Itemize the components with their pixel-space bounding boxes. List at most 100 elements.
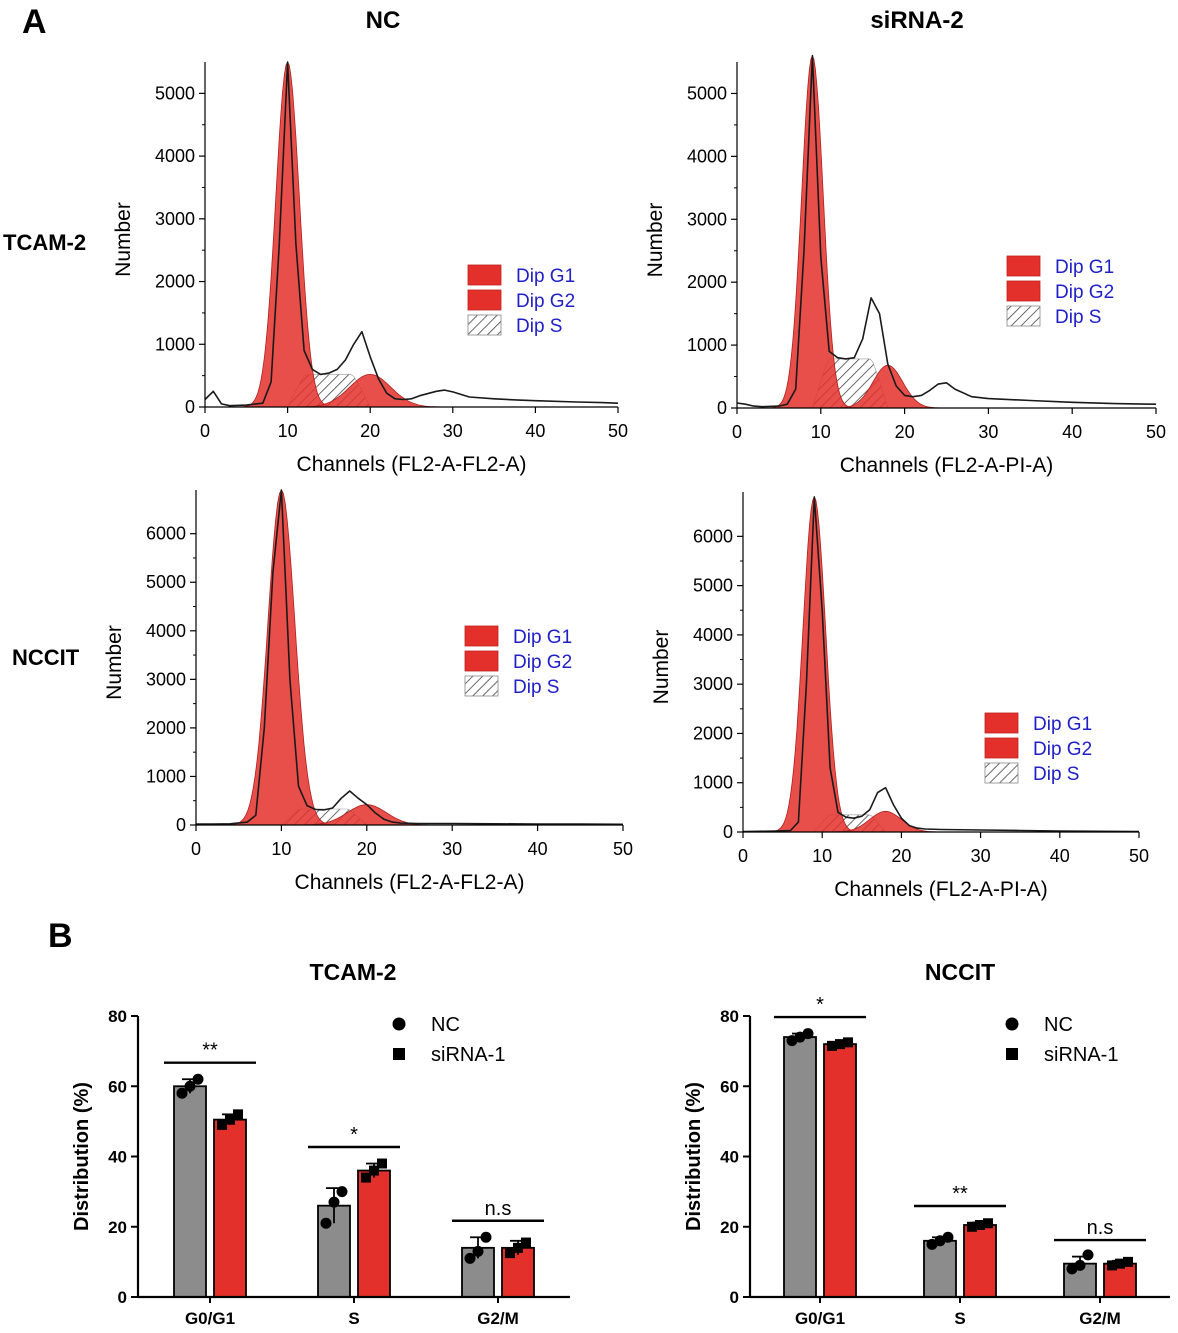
y-tick-label: 2000: [687, 272, 727, 292]
legend-swatch-g2: [467, 289, 502, 311]
category-label: S: [348, 1309, 359, 1328]
legend-swatch-g2: [1006, 280, 1041, 302]
y-tick-label: 3000: [155, 209, 195, 229]
legend-swatch-g2: [464, 650, 499, 672]
legend-label: Dip S: [513, 677, 559, 698]
x-tick-label: 10: [271, 839, 291, 859]
histogram-curve: [196, 489, 624, 826]
y-tick-label: 0: [730, 1288, 739, 1307]
legend-label: Dip S: [1055, 307, 1101, 328]
x-tick-label: 10: [812, 846, 832, 866]
legend-swatch-g1: [984, 712, 1019, 734]
significance-label: **: [202, 1040, 218, 1062]
row-label-tcam2: TCAM-2: [3, 230, 86, 255]
data-point-nc: [480, 1231, 492, 1243]
y-tick-label: 4000: [693, 625, 733, 645]
y-tick-label: 40: [720, 1148, 739, 1167]
y-tick-label: 60: [720, 1077, 739, 1096]
legend-label-sirna1: siRNA-1: [431, 1044, 505, 1066]
legend-swatch-s: [467, 314, 502, 336]
y-tick-label: 0: [717, 398, 727, 418]
data-point-sirna1: [377, 1158, 387, 1169]
legend-label: Dip G2: [1033, 739, 1092, 760]
bar-sirna1: [823, 1043, 857, 1298]
legend-label: Dip G2: [516, 291, 575, 312]
x-axis-title: Channels (FL2-A-PI-A): [840, 454, 1054, 477]
x-tick-label: 40: [1062, 422, 1082, 442]
data-point-sirna1: [1107, 1260, 1117, 1271]
data-point-nc: [336, 1186, 348, 1198]
legend-swatch-s: [1006, 305, 1041, 327]
histogram-nccit-nc: 0 10 20 30 40 50 0 1000 2000 3000 4000 5000 6000 Chan…: [103, 489, 633, 894]
data-point-nc: [176, 1087, 188, 1099]
data-point-nc: [192, 1073, 204, 1085]
histogram-tcam2-sirna2: 0 10 20 30 40 50 0 1000 2000 3000 4000 5000 Channels…: [644, 54, 1166, 477]
dip-g1-peak: [767, 54, 858, 409]
category-label: G2/M: [1079, 1309, 1121, 1328]
category-label: G2/M: [477, 1309, 519, 1328]
significance-label: n.s: [485, 1198, 512, 1220]
dip-g1-peak: [766, 495, 862, 833]
x-tick-label: 0: [732, 422, 742, 442]
y-axis-title: Distribution (%): [71, 1082, 93, 1231]
y-tick-label: 5000: [687, 83, 727, 103]
x-axis-title: Channels (FL2-A-FL2-A): [297, 453, 527, 476]
y-tick-label: 0: [176, 815, 186, 835]
histogram-nccit-sirna2: 0 10 20 30 40 50 0 1000 2000 3000 4000 5000 6000 Chan…: [650, 492, 1149, 901]
y-tick-label: 5000: [693, 576, 733, 596]
y-tick-label: 3000: [146, 669, 186, 689]
legend-swatch-g1: [1006, 255, 1041, 277]
data-point-sirna1: [233, 1109, 243, 1120]
y-tick-label: 0: [118, 1288, 127, 1307]
x-tick-label: 10: [278, 421, 298, 441]
data-point-nc: [464, 1252, 476, 1264]
data-point-sirna1: [521, 1237, 531, 1248]
legend-marker-nc: [392, 1017, 406, 1031]
data-point-sirna1: [975, 1219, 985, 1230]
legend-label: Dip G1: [1033, 714, 1092, 735]
bar-chart-tcam2: TCAM-2 ** G0/G1 * Sn.s G2/M 0 20 40 60 80 Distribut…: [71, 959, 570, 1328]
y-tick-label: 3000: [693, 674, 733, 694]
data-point-sirna1: [369, 1165, 379, 1176]
data-point-nc: [1074, 1259, 1086, 1271]
data-point-nc: [472, 1245, 484, 1257]
x-tick-label: 30: [971, 846, 991, 866]
x-tick-label: 40: [1050, 846, 1070, 866]
x-tick-label: 50: [608, 421, 628, 441]
column-title-sirna2: siRNA-2: [870, 7, 963, 34]
bar-nc: [173, 1085, 207, 1298]
x-axis-title: Channels (FL2-A-FL2-A): [295, 871, 525, 894]
category-label: S: [954, 1309, 965, 1328]
legend-marker-nc: [1005, 1017, 1019, 1031]
bar-sirna1: [357, 1169, 391, 1298]
y-axis-title: Number: [103, 625, 126, 700]
histogram-curve: [736, 54, 1157, 408]
bar-nc: [923, 1239, 957, 1298]
y-axis-title: Distribution (%): [683, 1082, 705, 1231]
bar-chart-title: TCAM-2: [310, 959, 397, 985]
x-tick-label: 0: [191, 839, 201, 859]
x-tick-label: 30: [443, 421, 463, 441]
y-tick-label: 1000: [693, 773, 733, 793]
x-tick-label: 30: [442, 839, 462, 859]
x-tick-label: 50: [1146, 422, 1166, 442]
data-point-nc: [184, 1080, 196, 1092]
column-title-nc: NC: [366, 7, 401, 34]
histogram-curve: [742, 496, 1140, 833]
data-point-nc: [328, 1196, 340, 1208]
panel-letter-a: A: [22, 3, 47, 41]
x-tick-label: 20: [357, 839, 377, 859]
y-tick-label: 2000: [693, 723, 733, 743]
y-tick-label: 2000: [155, 272, 195, 292]
bar-sirna1: [963, 1224, 997, 1298]
x-tick-label: 50: [1129, 846, 1149, 866]
legend-label-sirna1: siRNA-1: [1044, 1044, 1118, 1066]
legend-label: Dip S: [1033, 764, 1079, 785]
y-tick-label: 3000: [687, 209, 727, 229]
data-point-nc: [942, 1231, 954, 1243]
significance-label: n.s: [1087, 1217, 1114, 1239]
histogram-curve: [204, 61, 619, 407]
y-axis-title: Number: [112, 202, 135, 277]
data-point-sirna1: [967, 1221, 977, 1232]
